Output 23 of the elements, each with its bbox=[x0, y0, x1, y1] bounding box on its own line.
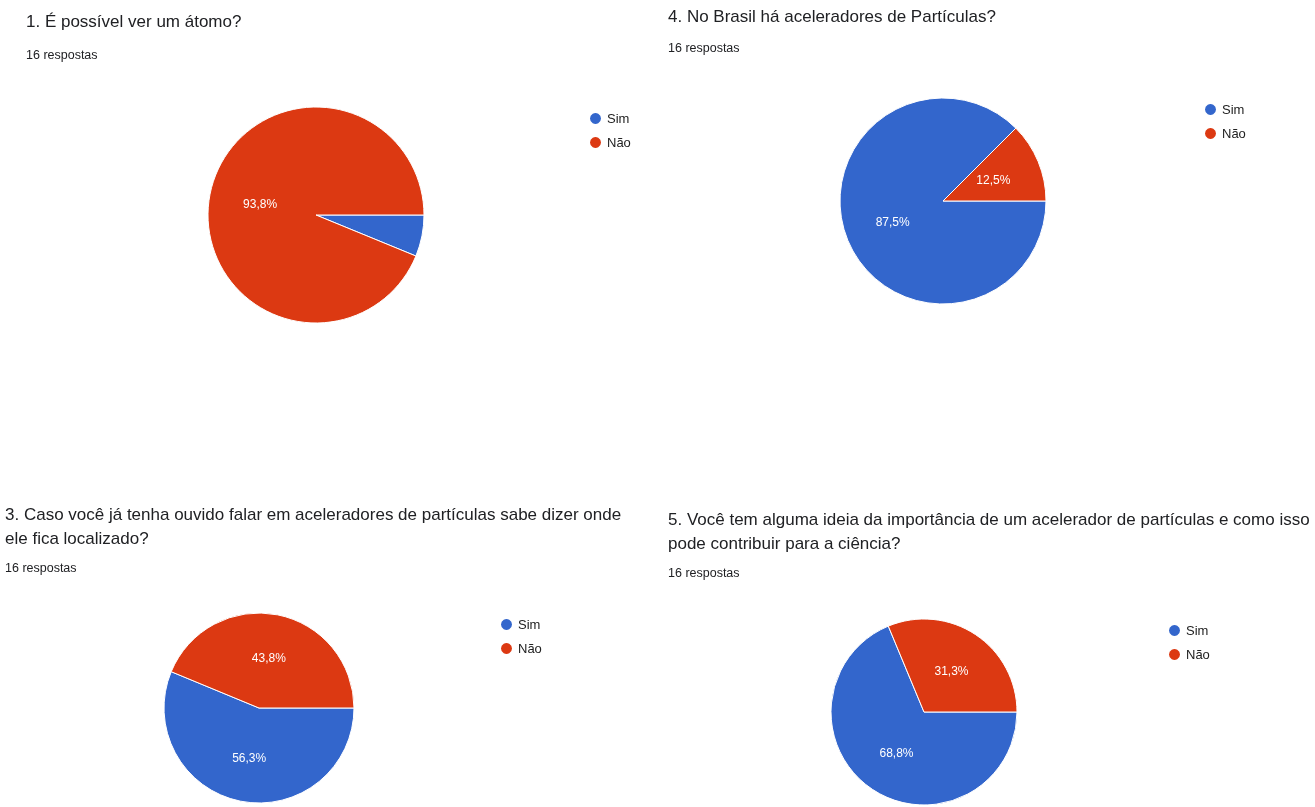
legend-label: Sim bbox=[1186, 623, 1209, 638]
text: 16 respostas bbox=[668, 566, 740, 580]
chart-title: 3. Caso você já tenha ouvido falar em aceleradores de partículas sabe dizer onde ele fica localizado? bbox=[5, 504, 623, 550]
chart-title: 1. É possível ver um átomo? bbox=[26, 11, 243, 33]
chart-title: 4. No Brasil há aceleradores de Partículas? bbox=[668, 6, 997, 28]
chart-title: 5. Você tem alguma ideia da importância de um acelerador de partículas e como isso pode contribuir para a ciência? bbox=[668, 509, 1311, 555]
data-label: 68,8% bbox=[879, 746, 914, 761]
data-label: 87,5% bbox=[875, 214, 910, 229]
legend-label: Sim bbox=[1222, 102, 1245, 117]
data-label: 93,8% bbox=[243, 196, 278, 211]
legend-label: Não bbox=[1222, 126, 1246, 141]
legend-label: Não bbox=[1186, 647, 1210, 662]
data-label: 31,3% bbox=[934, 663, 969, 678]
legend-label: Não bbox=[607, 135, 631, 150]
text: 16 respostas bbox=[5, 561, 77, 575]
legend-label: Sim bbox=[607, 111, 630, 126]
data-label: 56,3% bbox=[232, 750, 267, 765]
text: 16 respostas bbox=[668, 41, 740, 55]
data-label: 12,5% bbox=[976, 173, 1011, 188]
legend-label: Sim bbox=[518, 617, 541, 632]
text: 16 respostas bbox=[26, 48, 98, 62]
legend-label: Não bbox=[518, 641, 542, 656]
data-label: 43,8% bbox=[251, 651, 287, 666]
